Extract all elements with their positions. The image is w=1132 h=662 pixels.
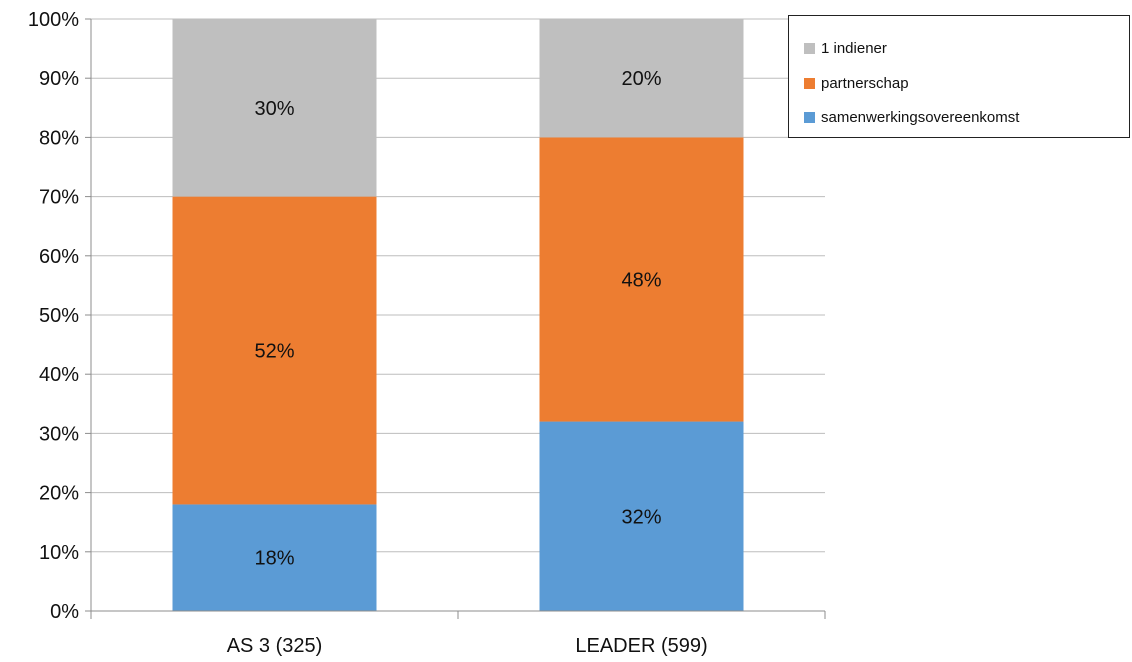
bar-partnerschap-as-3-325 — [172, 196, 377, 505]
legend-swatch-partnerschap — [804, 78, 815, 89]
data-label: 48% — [621, 269, 661, 291]
y-tick-label: 90% — [39, 68, 79, 90]
bar-1-indiener-as-3-325 — [172, 19, 377, 197]
bar-1-indiener-leader-599 — [539, 19, 744, 138]
y-tick-label: 100% — [28, 9, 79, 31]
legend-item-samenwerkingsovereenkomst: samenwerkingsovereenkomst — [804, 109, 1019, 126]
data-label: 32% — [621, 506, 661, 528]
legend: 1 indiener partnerschap samenwerkingsove… — [788, 15, 1130, 138]
y-tick-label: 0% — [50, 601, 79, 623]
legend-item-partnerschap: partnerschap — [804, 75, 909, 92]
bar-partnerschap-leader-599 — [539, 137, 744, 422]
data-label: 30% — [254, 98, 294, 120]
y-axis: 0% 10% 20% 30% 40% 50% 60% 70% 80% 90% 100% — [28, 9, 92, 623]
y-tick-label: 60% — [39, 246, 79, 268]
legend-label-partnerschap: partnerschap — [821, 75, 909, 92]
y-tick-label: 40% — [39, 364, 79, 386]
data-label: 20% — [621, 68, 661, 90]
y-tick-label: 10% — [39, 542, 79, 564]
y-tick-label: 80% — [39, 127, 79, 149]
y-tick-label: 50% — [39, 305, 79, 327]
bars — [172, 19, 744, 611]
x-category-label: LEADER (599) — [575, 635, 707, 657]
legend-item-1-indiener: 1 indiener — [804, 40, 887, 57]
y-tick-label: 30% — [39, 423, 79, 445]
legend-swatch-samenwerkingsovereenkomst — [804, 112, 815, 123]
legend-label-1-indiener: 1 indiener — [821, 40, 887, 57]
y-tick-label: 20% — [39, 483, 79, 505]
x-axis: AS 3 (325) LEADER (599) — [90, 610, 826, 657]
y-tick-label: 70% — [39, 187, 79, 209]
x-category-label: AS 3 (325) — [227, 635, 323, 657]
bar-samenwerkingsovereenkomst-as-3-325 — [172, 504, 377, 611]
data-label: 18% — [254, 548, 294, 570]
legend-label-samenwerkingsovereenkomst: samenwerkingsovereenkomst — [821, 109, 1020, 126]
bar-samenwerkingsovereenkomst-leader-599 — [539, 421, 744, 611]
data-labels: 18% 52% 30% 32% 48% 20% — [254, 68, 661, 570]
data-label: 52% — [254, 341, 294, 363]
legend-swatch-1-indiener — [804, 43, 815, 54]
